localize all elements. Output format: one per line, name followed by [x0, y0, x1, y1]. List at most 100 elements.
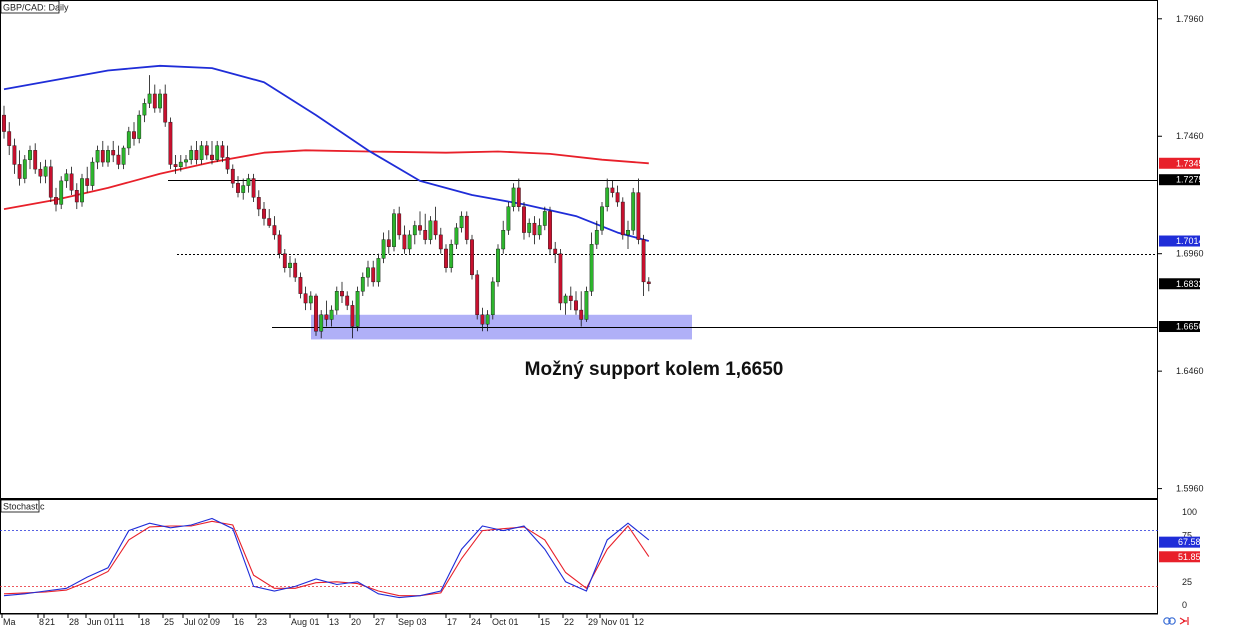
- candle: [12, 138, 17, 174]
- candle: [116, 145, 121, 170]
- candle: [542, 206, 547, 231]
- chart-title: GBP/CAD: Daily: [3, 3, 69, 13]
- candle: [137, 110, 142, 144]
- price-tick-label: 1.6460: [1176, 366, 1204, 376]
- candle: [121, 145, 126, 170]
- candle: [360, 272, 365, 296]
- candle: [506, 202, 511, 235]
- candle: [355, 286, 360, 332]
- candle: [381, 232, 386, 264]
- candle: [17, 150, 22, 186]
- time-tick-label: Oct 01: [492, 617, 519, 627]
- time-tick-label: Jun 01: [87, 617, 114, 627]
- candle: [579, 291, 584, 327]
- oscillator-tick-label: 75: [1182, 530, 1192, 540]
- oscillator-value-label: 67.58: [1178, 537, 1201, 547]
- candle: [584, 286, 589, 322]
- oscillator-title: Stochastic: [3, 502, 45, 512]
- support-annotation: Možný support kolem 1,6650: [525, 359, 784, 380]
- candle: [490, 277, 495, 320]
- candle: [163, 84, 168, 127]
- price-tick-label: 1.5960: [1176, 484, 1204, 494]
- stochastic-signal-line: [3, 520, 650, 597]
- candle: [272, 216, 277, 240]
- candle: [225, 145, 230, 174]
- candle: [54, 187, 58, 212]
- oscillator-value-tag: 51.85: [1159, 551, 1201, 563]
- price-tick-label: 1.6960: [1176, 249, 1204, 259]
- candle: [256, 190, 261, 217]
- candle: [314, 293, 318, 336]
- candle: [480, 307, 485, 332]
- candle: [158, 89, 162, 113]
- candle: [126, 126, 131, 156]
- oscillator-pane-frame: [0, 499, 1158, 614]
- candle: [371, 260, 376, 287]
- time-tick-label: Sep 03: [398, 617, 427, 627]
- oscillator-title-box: [0, 499, 40, 513]
- candle: [574, 291, 578, 315]
- candle: [329, 305, 334, 327]
- time-tick-label: 16: [234, 617, 244, 627]
- candle: [111, 140, 116, 163]
- candle: [459, 211, 464, 233]
- candle: [168, 117, 173, 170]
- candle: [204, 140, 209, 160]
- candle: [48, 159, 53, 203]
- horizontal-lines-layer: [168, 180, 1158, 328]
- candle: [288, 256, 292, 278]
- stochastic-main-line: [3, 517, 650, 599]
- candle: [189, 145, 194, 165]
- candle: [85, 166, 90, 193]
- time-tick-label: 12: [634, 617, 644, 627]
- oscillator-value-label: 51.85: [1178, 552, 1201, 562]
- candle: [433, 206, 438, 240]
- candle: [501, 220, 506, 254]
- price-tags-layer: 1.7345 1.7275 1.7014 1.6832 1.6650: [1159, 157, 1204, 333]
- candle: [594, 220, 599, 249]
- time-tick-label: 24: [471, 617, 481, 627]
- candle: [631, 187, 636, 235]
- time-tick-label: Nov 01: [601, 617, 630, 627]
- scroll-end-icon[interactable]: [1179, 617, 1189, 625]
- price-tag-label: 1.6650: [1176, 322, 1204, 332]
- candle: [106, 145, 110, 167]
- candle: [267, 209, 272, 228]
- time-tick-label: Aug 01: [291, 617, 320, 627]
- candle: [527, 218, 532, 238]
- candle: [423, 213, 428, 245]
- time-tick-label: 23: [257, 617, 267, 627]
- candle: [470, 234, 474, 280]
- candle: [43, 159, 48, 184]
- candle: [64, 169, 69, 188]
- candle: [178, 155, 183, 172]
- candle: [449, 239, 454, 273]
- candle: [568, 286, 573, 311]
- candle: [386, 230, 391, 254]
- candle: [600, 202, 604, 235]
- candle: [132, 122, 136, 146]
- time-tick-label: 8: [39, 617, 44, 627]
- candle: [59, 176, 64, 210]
- price-tag-label: 1.6832: [1176, 279, 1204, 289]
- candle: [464, 211, 469, 245]
- oscillator-layer: 100 75 25 0 67.58 51.85: [0, 507, 1201, 610]
- title-box: [0, 0, 60, 14]
- candle: [319, 310, 324, 339]
- candle: [636, 178, 641, 245]
- price-tag: 1.6650: [1159, 321, 1204, 333]
- candle: [428, 216, 433, 245]
- candle: [184, 155, 188, 167]
- candle: [366, 260, 370, 287]
- candle: [548, 206, 552, 254]
- time-tick-label: Jul 02: [184, 617, 208, 627]
- oscillator-tick-label: 25: [1182, 577, 1192, 587]
- candle: [22, 155, 27, 184]
- candle: [2, 105, 6, 139]
- candle: [376, 253, 381, 287]
- link-icon[interactable]: [1163, 617, 1176, 625]
- moving-average-slow: [3, 149, 649, 210]
- candle: [95, 145, 100, 170]
